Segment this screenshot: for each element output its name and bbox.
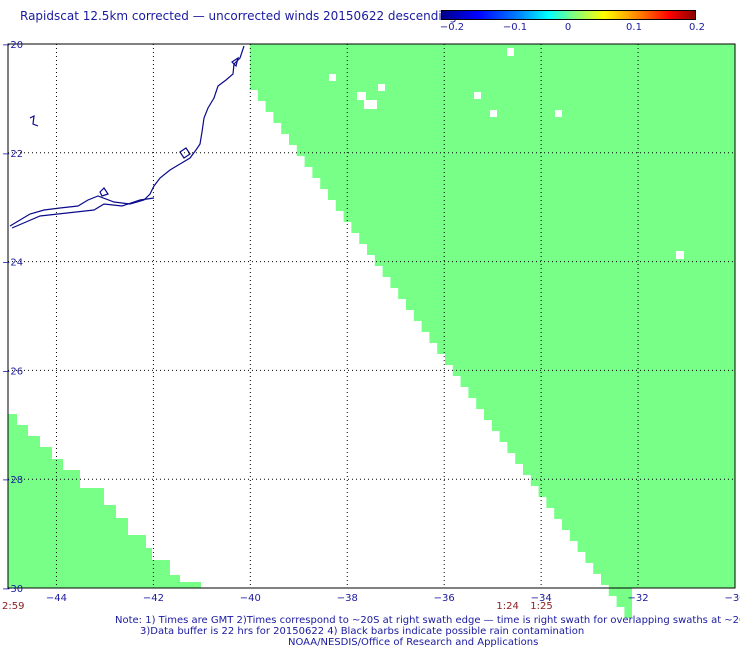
data-gap: [378, 84, 385, 91]
data-gap: [329, 74, 336, 81]
swath-left: [8, 414, 201, 588]
lon-tick-label: −36: [434, 593, 455, 604]
coastline: [9, 45, 245, 229]
swath-right: [250, 44, 735, 629]
colorbar-tick: 0.1: [626, 22, 642, 33]
swath-time-label: 1:24: [496, 601, 518, 612]
lat-tick-label: −30: [2, 584, 23, 595]
lon-tick-label: −40: [240, 593, 261, 604]
lat-tick-label: −22: [2, 149, 23, 160]
colorbar-tick: 0: [564, 22, 572, 33]
lat-tick-label: −24: [2, 258, 23, 269]
data-gap: [364, 100, 377, 109]
lon-tick-label: −42: [143, 593, 164, 604]
data-gap: [474, 92, 481, 99]
lon-tick-label: −38: [337, 593, 358, 604]
map-frame: [7, 43, 736, 589]
lat-lon-grid: [8, 44, 735, 588]
footnote-line-1: Note: 1) Times are GMT 2)Times correspon…: [115, 615, 740, 626]
lon-tick-label: −44: [46, 593, 67, 604]
data-gap: [555, 110, 562, 117]
coastline-path: [99, 187, 109, 197]
swath-time-label: 2:59: [2, 601, 24, 612]
colorbar-tick: −0.2: [439, 22, 465, 33]
map-title: Rapidscat 12.5km corrected — uncorrected…: [20, 9, 457, 23]
data-gap: [676, 251, 684, 259]
latitude-labels: −20 −22 −24 −26 −28 −30: [2, 40, 23, 595]
footnote-line-3: NOAA/NESDIS/Office of Research and Appli…: [288, 637, 539, 648]
lon-tick-label: −32: [628, 593, 649, 604]
data-gap: [357, 92, 366, 100]
coastline-path: [29, 114, 39, 127]
coastline-path: [179, 147, 191, 159]
lon-tick-label: −30: [724, 593, 740, 604]
swath-area: [8, 44, 735, 629]
swath-time-label: 1:25: [530, 601, 552, 612]
data-gap: [490, 110, 497, 117]
colorbar-tick: 0.2: [689, 22, 705, 33]
data-gap: [507, 48, 514, 56]
longitude-labels: −44 −42 −40 −38 −36 −34 −32 −30: [46, 593, 740, 604]
coastline-path: [231, 56, 239, 68]
coastline-path: [11, 197, 155, 229]
lat-tick-label: −20: [2, 40, 23, 51]
footnote-line-2: 3)Data buffer is 22 hrs for 20150622 4) …: [140, 626, 585, 637]
colorbar: [441, 10, 696, 20]
lon-tick-label: −34: [531, 593, 552, 604]
lat-tick-label: −26: [2, 366, 23, 377]
coastline-path: [9, 45, 245, 227]
colorbar-tick: −0.1: [502, 22, 528, 33]
time-labels: 2:59 1:24 1:25: [2, 601, 553, 612]
lat-tick-label: −28: [2, 475, 23, 486]
